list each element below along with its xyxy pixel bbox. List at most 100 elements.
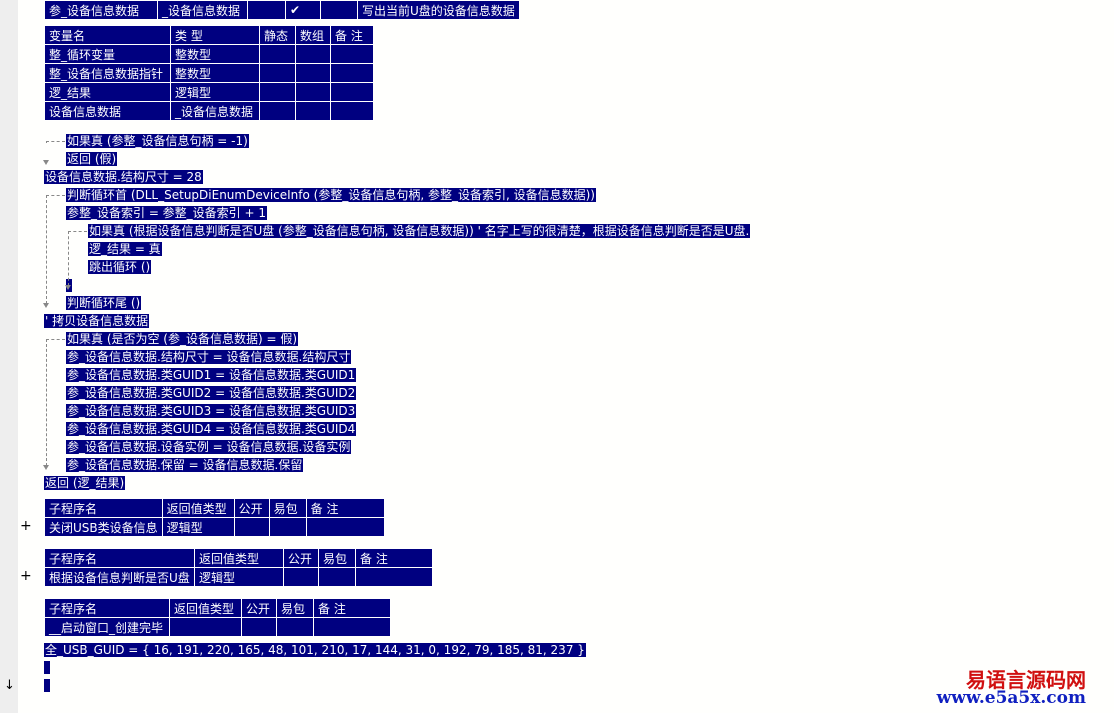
table-cell[interactable] — [305, 517, 385, 537]
table-cell[interactable]: 公开 — [283, 548, 319, 568]
table-cell[interactable] — [169, 617, 242, 637]
table-cell[interactable] — [318, 567, 356, 587]
code-line[interactable]: 参_设备信息数据.类GUID2 = 设备信息数据.类GUID2 — [66, 386, 357, 401]
table-cell[interactable]: 返回值类型 — [161, 498, 235, 518]
table-cell[interactable]: 整_设备信息数据指针 — [44, 63, 171, 83]
code-line[interactable]: ' 拷贝设备信息数据 — [44, 314, 150, 329]
table-cell[interactable]: 子程序名 — [44, 548, 195, 568]
table-cell[interactable] — [247, 0, 286, 20]
table-cell[interactable]: 逻辑型 — [194, 567, 284, 587]
table-cell[interactable]: 备 注 — [355, 548, 433, 568]
table-cell[interactable]: ✔ — [285, 0, 321, 20]
table-cell[interactable] — [233, 517, 270, 537]
table-cell[interactable] — [295, 82, 331, 102]
table-cell[interactable] — [259, 63, 296, 83]
code-line[interactable]: 参_设备信息数据.类GUID1 = 设备信息数据.类GUID1 — [66, 368, 357, 383]
table-cell[interactable] — [283, 567, 319, 587]
table-cell[interactable]: 返回值类型 — [194, 548, 284, 568]
table-cell[interactable]: __启动窗口_创建完毕 — [44, 617, 170, 637]
code-text: 参_设备信息数据.类GUID2 = 设备信息数据.类GUID2 — [66, 386, 357, 400]
table-row: 设备信息数据 _设备信息数据 — [44, 101, 374, 121]
code-line[interactable]: 如果真 (根据设备信息判断是否U盘 (参整_设备信息句柄, 设备信息数据)) '… — [88, 224, 751, 239]
code-line[interactable]: 如果真 (参整_设备信息句柄 = -1) — [66, 134, 249, 149]
table-cell[interactable]: 备 注 — [330, 25, 374, 45]
table-cell[interactable] — [295, 63, 331, 83]
table-row: 变量名类 型静态 数组备 注 — [44, 25, 374, 45]
table-cell[interactable] — [320, 0, 358, 20]
code-line[interactable]: 设备信息数据.结构尺寸 = 28 — [44, 170, 203, 185]
table-cell[interactable]: 易包 — [268, 498, 307, 518]
table-cell[interactable]: 关闭USB类设备信息 — [44, 517, 163, 537]
table-cell[interactable]: 返回值类型 — [169, 598, 242, 618]
table-cell[interactable]: 数组 — [295, 25, 331, 45]
table-cell[interactable]: 类 型 — [170, 25, 260, 45]
subroutine-table: 子程序名 返回值类型 公开 易包备 注 __启动窗口_创建完毕 — [44, 598, 391, 637]
scroll-down-marker: ↓ — [4, 678, 15, 693]
table-cell[interactable]: 整数型 — [170, 44, 260, 64]
table-cell[interactable]: 根据设备信息判断是否U盘 — [44, 567, 195, 587]
code-line[interactable]: 参_设备信息数据.结构尺寸 = 设备信息数据.结构尺寸 — [66, 350, 352, 365]
table-cell[interactable] — [330, 63, 374, 83]
table-cell[interactable]: 逻辑型 — [161, 517, 235, 537]
table-cell[interactable]: 易包 — [318, 548, 356, 568]
table-row: 子程序名 返回值类型 公开 易包备 注 — [44, 498, 385, 518]
expand-icon[interactable]: + — [20, 518, 32, 534]
code-line[interactable]: 参_设备信息数据.类GUID3 = 设备信息数据.类GUID3 — [66, 404, 357, 419]
code-line[interactable]: 逻_结果 = 真 — [88, 242, 162, 257]
table-cell[interactable]: 备 注 — [313, 598, 391, 618]
table-cell[interactable] — [355, 567, 433, 587]
code-line[interactable]: 参_设备信息数据.保留 = 设备信息数据.保留 — [66, 458, 304, 473]
code-line[interactable]: 跳出循环 () — [88, 260, 152, 275]
expand-icon[interactable]: + — [20, 568, 32, 584]
code-text: 如果真 (根据设备信息判断是否U盘 (参整_设备信息句柄, 设备信息数据)) '… — [88, 224, 751, 238]
table-cell[interactable] — [259, 101, 296, 121]
code-text: 判断循环首 (DLL_SetupDiEnumDeviceInfo (参整_设备信… — [66, 188, 596, 202]
table-cell[interactable]: 子程序名 — [44, 598, 170, 618]
table-cell[interactable]: 整数型 — [170, 63, 260, 83]
table-row: 逻_结果 逻辑型 — [44, 82, 374, 102]
table-cell[interactable]: 变量名 — [44, 25, 171, 45]
table-cell[interactable]: 子程序名 — [44, 498, 163, 518]
code-text: ' 拷贝设备信息数据 — [44, 314, 150, 328]
code-line[interactable]: 判断循环尾 () — [66, 296, 142, 311]
table-cell[interactable] — [313, 617, 391, 637]
table-cell[interactable]: 备 注 — [305, 498, 385, 518]
global-variable-line[interactable]: 全_USB_GUID = { 16, 191, 220, 165, 48, 10… — [44, 643, 586, 658]
table-cell[interactable] — [330, 82, 374, 102]
watermark-url: www.e5a5x.com — [936, 688, 1086, 708]
table-cell[interactable]: 参_设备信息数据 — [44, 0, 158, 20]
table-cell[interactable] — [241, 617, 277, 637]
table-cell[interactable] — [259, 82, 296, 102]
table-cell[interactable] — [295, 101, 331, 121]
table-cell[interactable] — [330, 101, 374, 121]
table-cell[interactable]: 公开 — [241, 598, 277, 618]
table-cell[interactable]: 静态 — [259, 25, 296, 45]
code-line[interactable]: 参_设备信息数据.类GUID4 = 设备信息数据.类GUID4 — [66, 422, 357, 437]
table-cell[interactable]: 设备信息数据 — [44, 101, 171, 121]
code-text: 参_设备信息数据.保留 = 设备信息数据.保留 — [66, 458, 304, 472]
table-cell[interactable] — [276, 617, 314, 637]
flow-line — [46, 339, 65, 466]
code-line[interactable]: 判断循环首 (DLL_SetupDiEnumDeviceInfo (参整_设备信… — [66, 188, 596, 203]
code-line[interactable]: 参_设备信息数据.设备实例 = 设备信息数据.设备实例 — [66, 440, 352, 455]
table-cell[interactable] — [295, 44, 331, 64]
table-cell[interactable] — [268, 517, 307, 537]
table-cell[interactable]: 易包 — [276, 598, 314, 618]
subroutine-table: 子程序名 返回值类型 公开 易包备 注关闭USB类设备信息 逻辑型 — [44, 498, 385, 537]
table-cell[interactable]: 整_循环变量 — [44, 44, 171, 64]
table-cell[interactable]: 公开 — [233, 498, 270, 518]
table-cell[interactable]: _设备信息数据 — [170, 101, 260, 121]
code-text: 如果真 (是否为空 (参_设备信息数据) = 假) — [66, 332, 299, 346]
table-cell[interactable]: _设备信息数据 — [157, 0, 248, 20]
table-cell[interactable] — [330, 44, 374, 64]
code-line[interactable]: 如果真 (是否为空 (参_设备信息数据) = 假) — [66, 332, 299, 347]
flow-line — [46, 195, 65, 304]
table-cell[interactable] — [259, 44, 296, 64]
table-cell[interactable]: 写出当前U盘的设备信息数据 — [357, 0, 520, 20]
table-cell[interactable]: 逻_结果 — [44, 82, 171, 102]
code-line[interactable]: 参整_设备索引 = 参整_设备索引 + 1 — [66, 206, 268, 221]
flow-arrow-icon — [43, 303, 49, 308]
code-line[interactable]: 返回 (逻_结果) — [44, 476, 126, 491]
code-line[interactable]: 返回 (假) — [66, 152, 118, 167]
table-cell[interactable]: 逻辑型 — [170, 82, 260, 102]
